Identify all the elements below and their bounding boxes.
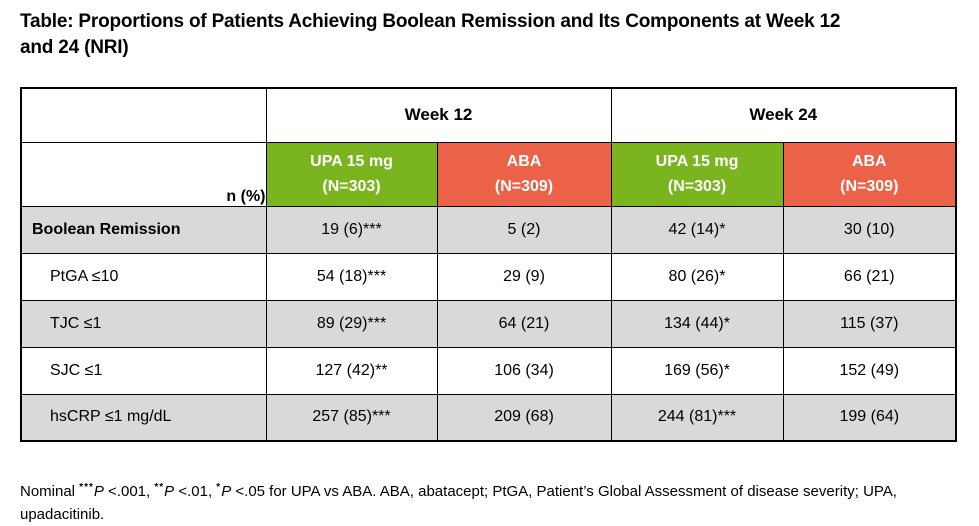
arm-header-week12-aba: ABA (N=309)	[436, 141, 612, 207]
value-cell: 257 (85)***	[265, 393, 438, 442]
table-title-line1: Table: Proportions of Patients Achieving…	[20, 11, 841, 32]
remission-table: Week 12 Week 24 n (%) UPA 15 mg (N=303) AB…	[20, 87, 958, 442]
arm-name: UPA 15 mg	[310, 153, 393, 170]
value-cell: 80 (26)*	[610, 252, 784, 301]
arm-n: (N=303)	[322, 178, 381, 195]
arm-header-week24-upa: UPA 15 mg (N=303)	[610, 141, 784, 207]
remission-table-container: Week 12 Week 24 n (%) UPA 15 mg (N=303) AB…	[20, 87, 958, 442]
table-row: SJC ≤1 127 (42)** 106 (34) 169 (56)* 152 (49…	[20, 346, 957, 395]
arm-header-row: n (%) UPA 15 mg (N=303) ABA (N=309) UPA 15 m…	[20, 141, 957, 207]
arm-n: (N=309)	[494, 178, 554, 195]
value-cell: 244 (81)***	[610, 393, 784, 442]
value-cell: 89 (29)***	[265, 299, 438, 348]
value-cell: 169 (56)*	[610, 346, 784, 395]
table-row: PtGA ≤10 54 (18)*** 29 (9) 80 (26)* 66 (21)	[20, 252, 957, 301]
table-row: TJC ≤1 89 (29)*** 64 (21) 134 (44)* 115 (37)	[20, 299, 957, 348]
footnote-text: P	[221, 483, 232, 500]
arm-name: UPA 15 mg	[655, 153, 739, 170]
arm-header-week12-upa: UPA 15 mg (N=303)	[265, 141, 438, 207]
significance-asterisks: *	[216, 482, 222, 493]
value-cell: 199 (64)	[782, 393, 957, 442]
corner-empty-cell	[20, 87, 267, 143]
row-label: hsCRP ≤1 mg/dL	[20, 393, 267, 442]
value-cell: 127 (42)**	[265, 346, 438, 395]
row-label: Boolean Remission	[20, 205, 267, 254]
footnote-text: P	[164, 483, 175, 500]
arm-n: (N=303)	[667, 178, 727, 195]
row-label: PtGA ≤10	[20, 252, 267, 301]
week24-header: Week 24	[610, 87, 957, 143]
table-row: hsCRP ≤1 mg/dL 257 (85)*** 209 (68) 244 (81…	[20, 393, 957, 442]
value-cell: 134 (44)*	[610, 299, 784, 348]
week-header-row: Week 12 Week 24	[20, 87, 957, 143]
value-cell: 30 (10)	[782, 205, 957, 254]
significance-asterisks: ***	[79, 482, 94, 493]
value-cell: 5 (2)	[436, 205, 612, 254]
table-title-line2: and 24 (NRI)	[20, 37, 129, 58]
footnote-text: Nominal	[20, 483, 80, 500]
value-cell: 19 (6)***	[265, 205, 438, 254]
value-cell: 106 (34)	[436, 346, 612, 395]
value-cell: 209 (68)	[436, 393, 612, 442]
footnote: Nominal ***P <.001, **P <.01, *P <.05 fo…	[20, 476, 968, 526]
value-cell: 66 (21)	[782, 252, 957, 301]
value-cell: 115 (37)	[782, 299, 957, 348]
footnote-text: P	[93, 483, 104, 500]
value-cell: 64 (21)	[436, 299, 612, 348]
value-cell: 54 (18)***	[265, 252, 438, 301]
table-row: Boolean Remission 19 (6)*** 5 (2) 42 (14)* 3…	[20, 205, 957, 254]
table-title: Table: Proportions of Patients Achieving…	[20, 9, 970, 61]
value-cell: 152 (49)	[782, 346, 957, 395]
footnote-text: <.001,	[103, 483, 155, 500]
n-pct-label: n (%)	[20, 141, 267, 207]
week12-header: Week 12	[265, 87, 612, 143]
footnote-text: <.01,	[174, 483, 217, 500]
arm-header-week24-aba: ABA (N=309)	[782, 141, 957, 207]
arm-name: ABA	[851, 153, 887, 170]
significance-asterisks: **	[154, 482, 165, 493]
value-cell: 42 (14)*	[610, 205, 784, 254]
row-label: TJC ≤1	[20, 299, 267, 348]
value-cell: 29 (9)	[436, 252, 612, 301]
row-label: SJC ≤1	[20, 346, 267, 395]
arm-n: (N=309)	[840, 178, 899, 195]
arm-name: ABA	[506, 153, 542, 170]
